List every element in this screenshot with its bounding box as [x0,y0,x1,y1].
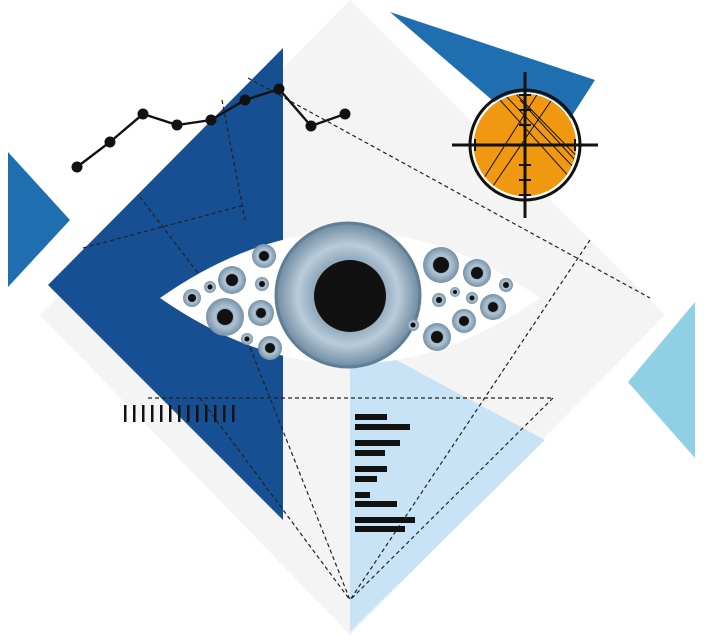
left-blue-triangle [8,152,70,287]
navy-triangle [48,48,283,520]
small-irises-left [183,244,282,360]
right-sky-triangle [628,302,695,458]
barcode-icon [124,405,235,422]
small-irises-right [407,247,513,351]
line-chart-icon [71,83,351,173]
main-iris [274,221,422,369]
pale-blue-triangle [350,335,545,632]
dashed-guides [82,77,651,601]
bar-list-icon [355,414,415,532]
eye-icon [160,221,540,369]
